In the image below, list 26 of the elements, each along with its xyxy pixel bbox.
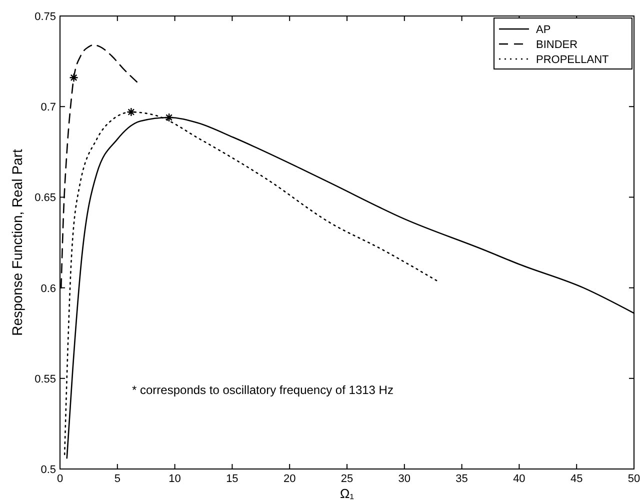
x-tick-label: 40 (513, 473, 526, 485)
x-tick-label: 35 (456, 473, 468, 485)
y-tick-label: 0.55 (34, 373, 56, 386)
y-tick-label: 0.65 (34, 192, 56, 204)
x-tick-label: 30 (398, 473, 411, 485)
point (126, 107, 136, 117)
x-tick-label: 25 (340, 473, 354, 485)
x-tick-label: 0 (56, 473, 64, 485)
x-tick-label: 45 (570, 473, 583, 485)
y-tick-label: 0.75 (34, 11, 56, 23)
x-tick-label: 15 (226, 473, 238, 485)
x-tick-label: 50 (628, 473, 640, 485)
point (69, 73, 78, 82)
x-tick-label: 10 (168, 473, 181, 485)
annotation: * corresponds to oscillatory frequency of 1313 Hz (132, 383, 394, 397)
legend-label: PROPELLANT (536, 54, 610, 66)
y-tick-label: 0.5 (40, 464, 56, 476)
y-tick-label: 0.6 (40, 282, 56, 295)
point (164, 112, 174, 122)
x-tick-label: 5 (114, 473, 120, 485)
legend-label: BINDER (536, 39, 578, 51)
legend-label: AP (536, 24, 551, 36)
y-axis-title: Response Function, Real Part (9, 149, 25, 336)
x-tick-label: 20 (283, 473, 296, 485)
x-axis-title: Ω₁ (340, 486, 355, 501)
y-tick-label: 0.7 (40, 102, 56, 114)
